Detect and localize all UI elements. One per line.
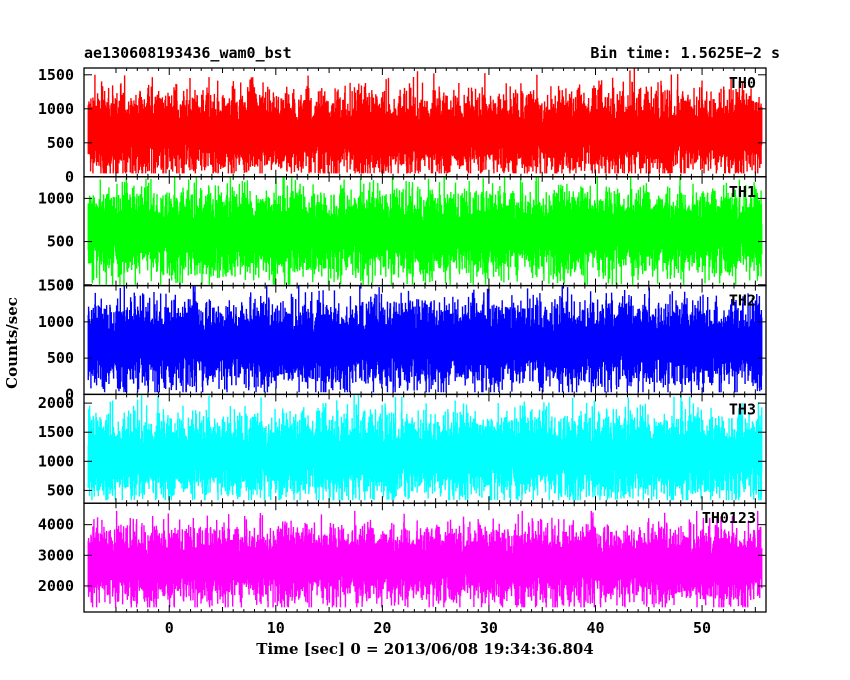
panel-label: TH0 bbox=[729, 74, 756, 92]
y-tick-label: 500 bbox=[47, 349, 74, 367]
x-tick-label: 10 bbox=[267, 619, 285, 637]
series-core-th0 bbox=[88, 123, 762, 142]
panel-label: TH0123 bbox=[702, 509, 756, 527]
y-tick-label: 4000 bbox=[38, 516, 74, 534]
series-core-th0123 bbox=[88, 556, 762, 573]
y-tick-label: 2000 bbox=[38, 394, 74, 412]
x-axis-label: Time [sec] 0 = 2013/06/08 19:34:36.804 bbox=[256, 640, 593, 658]
panel-th1: 0 500 1000 TH1 bbox=[38, 176, 767, 294]
series-th0 bbox=[87, 68, 763, 174]
y-tick-label: 1500 bbox=[38, 66, 74, 84]
panel-th3: 500 1000 1500 2000 TH3 bbox=[38, 393, 767, 504]
series-core-th1 bbox=[88, 223, 762, 243]
y-tick-label: 1000 bbox=[38, 313, 74, 331]
series-core-th3 bbox=[88, 446, 762, 465]
y-tick-label: 1500 bbox=[38, 423, 74, 441]
x-tick-label: 20 bbox=[373, 619, 391, 637]
chart-title-right: Bin time: 1.5625E−2 s bbox=[590, 44, 780, 62]
y-tick-label: 0 bbox=[65, 385, 74, 403]
x-axis: 0 10 20 30 40 50 bbox=[165, 619, 711, 637]
panel-th2: 0 500 1000 1500 TH2 bbox=[38, 277, 767, 403]
y-tick-label: 500 bbox=[47, 233, 74, 251]
y-tick-label: 3000 bbox=[38, 546, 74, 564]
x-tick-label: 40 bbox=[586, 619, 604, 637]
y-tick-label: 1000 bbox=[38, 100, 74, 118]
y-tick-label: 1000 bbox=[38, 452, 74, 470]
series-core-th2 bbox=[88, 334, 762, 353]
y-tick-label: 0 bbox=[65, 168, 74, 186]
y-tick-label: 1000 bbox=[38, 189, 74, 207]
y-tick-label: 500 bbox=[47, 134, 74, 152]
x-tick-label: 30 bbox=[480, 619, 498, 637]
y-tick-label: 1500 bbox=[38, 277, 74, 295]
x-tick-label: 50 bbox=[693, 619, 711, 637]
panel-label: TH2 bbox=[729, 292, 756, 310]
chart-title-left: ae130608193436_wam0_bst bbox=[84, 44, 292, 62]
panel-th0123: 2000 3000 4000 TH0123 bbox=[38, 502, 767, 613]
panel-th0: 0 500 1000 1500 TH0 bbox=[38, 66, 767, 186]
panels: 0 500 1000 1500 TH0 0 500 1000 TH1 0 500 1000 1500 TH… bbox=[38, 66, 767, 613]
y-tick-label: 2000 bbox=[38, 577, 74, 595]
panel-label: TH1 bbox=[729, 183, 756, 201]
panel-label: TH3 bbox=[729, 400, 756, 418]
y-tick-label: 500 bbox=[47, 481, 74, 499]
x-tick-label: 0 bbox=[165, 619, 174, 637]
y-tick-label: 0 bbox=[65, 276, 74, 294]
y-axis-label: Counts/sec bbox=[3, 297, 21, 389]
